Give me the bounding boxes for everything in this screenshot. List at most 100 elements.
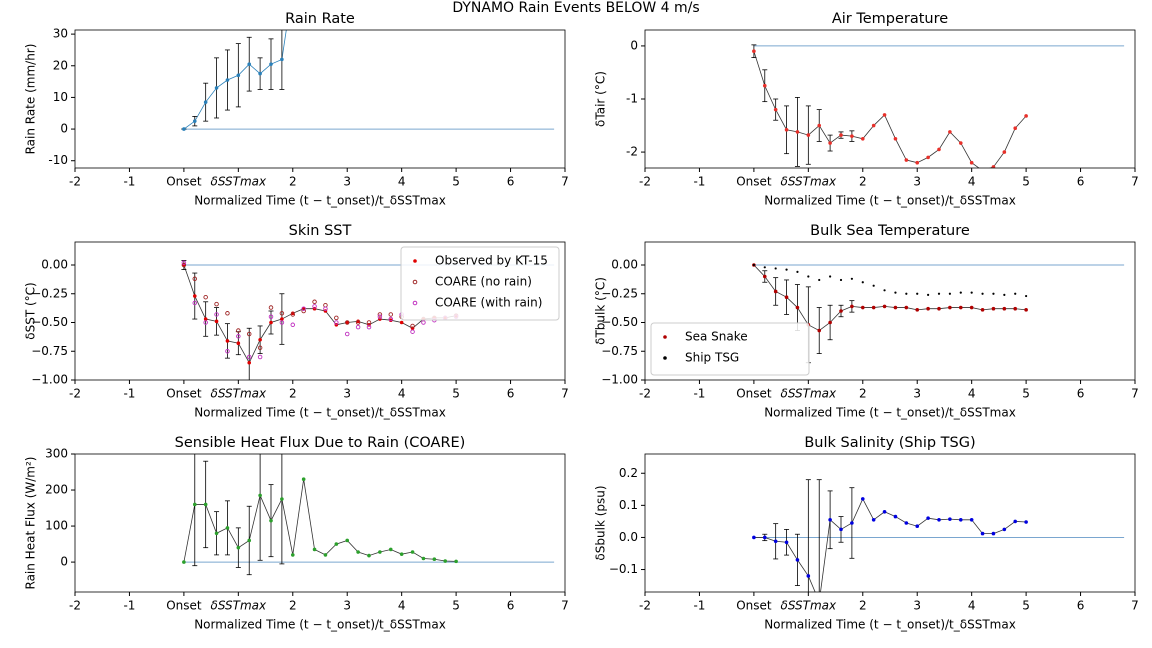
data-point — [247, 538, 252, 543]
data-point — [774, 267, 777, 270]
x-tick-label: -2 — [639, 175, 651, 189]
series-line — [753, 51, 1027, 168]
data-point — [388, 547, 393, 552]
x-tick-label: -1 — [123, 599, 135, 613]
data-point — [269, 320, 273, 325]
data-point — [334, 542, 339, 546]
data-point — [937, 292, 941, 295]
data-point — [203, 100, 208, 104]
data-point — [806, 574, 811, 578]
data-point — [410, 550, 415, 554]
data-point — [279, 320, 285, 325]
y-tick-label: −1.00 — [601, 373, 638, 387]
data-point — [225, 349, 230, 354]
data-point — [290, 553, 295, 557]
y-tick-label: 200 — [45, 483, 68, 497]
y-tick-label: 0.00 — [41, 258, 68, 272]
data-point — [871, 305, 876, 310]
data-point — [355, 324, 361, 330]
x-tick-label: Onset — [166, 599, 202, 613]
legend-box — [400, 246, 560, 321]
data-point — [915, 308, 920, 312]
data-point — [992, 292, 995, 295]
data-point — [763, 266, 766, 269]
data-point — [366, 324, 372, 330]
data-point — [969, 517, 974, 522]
data-point — [182, 560, 186, 564]
data-point — [214, 531, 219, 536]
data-point — [367, 553, 371, 558]
panel: Bulk Salinity (Ship TSG) −0.1 0.0 0.1 0.2 -2 -… — [594, 435, 1139, 632]
data-point — [894, 291, 897, 294]
legend-label: Ship TSG — [685, 351, 739, 365]
y-tick-label: 20 — [53, 58, 68, 72]
data-point — [871, 123, 876, 128]
data-point — [225, 339, 230, 343]
data-point — [323, 306, 328, 311]
data-point — [1013, 306, 1018, 311]
y-tick-label: −0.75 — [601, 344, 638, 358]
data-point — [958, 305, 963, 310]
data-point — [345, 538, 350, 543]
data-point — [203, 294, 208, 300]
data-point — [937, 306, 941, 311]
x-tick-label: Onset — [166, 387, 202, 401]
data-point — [290, 312, 296, 317]
data-point — [290, 322, 296, 328]
data-point — [236, 334, 241, 339]
x-tick-label: 4 — [398, 175, 406, 189]
data-point — [807, 275, 810, 278]
x-tick-label: 6 — [507, 599, 515, 613]
data-point — [192, 294, 197, 298]
x-tick-label: 4 — [968, 599, 976, 613]
data-point — [958, 141, 963, 145]
data-point — [752, 49, 756, 54]
data-point — [269, 518, 273, 523]
y-tick-label: 300 — [45, 447, 68, 461]
data-point — [926, 306, 930, 311]
x-axis-label: Normalized Time (t − t_onset)/t_δSSTmax — [764, 406, 1016, 420]
data-point — [181, 262, 187, 268]
x-tick-label: 5 — [1022, 599, 1030, 613]
data-point — [839, 278, 843, 282]
data-point — [225, 311, 230, 316]
plot-area — [751, 44, 1125, 168]
x-tick-label: Onset — [166, 175, 202, 189]
data-point — [915, 160, 920, 165]
data-point — [280, 497, 284, 501]
data-point — [443, 559, 448, 563]
data-point — [927, 293, 930, 296]
x-axis-label: Normalized Time (t − t_onset)/t_δSSTmax — [194, 406, 446, 420]
y-tick-label: 100 — [45, 519, 68, 533]
data-point — [1002, 150, 1007, 154]
data-point — [236, 545, 241, 550]
data-point — [454, 559, 458, 564]
y-tick-label: −0.75 — [31, 344, 68, 358]
panel-title: Bulk Salinity (Ship TSG) — [804, 435, 975, 451]
data-point — [785, 268, 788, 271]
x-tick-label: 3 — [913, 387, 921, 401]
data-point — [850, 277, 853, 280]
data-point — [225, 526, 230, 530]
x-tick-label: 6 — [1077, 387, 1085, 401]
x-tick-label: -2 — [69, 175, 81, 189]
error-bar — [816, 479, 822, 592]
legend-label: Observed by KT-15 — [435, 254, 548, 268]
data-point — [893, 305, 898, 310]
y-tick-label: −0.50 — [601, 315, 638, 329]
legend-box — [650, 322, 810, 376]
data-point — [926, 155, 930, 160]
data-point — [257, 354, 263, 360]
data-point — [818, 278, 821, 282]
y-tick-label: -10 — [48, 153, 68, 167]
data-point — [377, 314, 383, 320]
x-axis-label: Normalized Time (t − t_onset)/t_δSSTmax — [764, 618, 1016, 632]
data-point — [752, 535, 756, 540]
x-tick-label: δSSTmax — [211, 599, 268, 613]
x-tick-label: 6 — [1077, 599, 1085, 613]
axes-frame — [74, 29, 566, 169]
y-axis-label: δTbulk (°C) — [594, 277, 608, 345]
data-point — [860, 137, 865, 141]
data-point — [795, 130, 800, 134]
x-axis-label: Normalized Time (t − t_onset)/t_δSSTmax — [194, 194, 446, 208]
